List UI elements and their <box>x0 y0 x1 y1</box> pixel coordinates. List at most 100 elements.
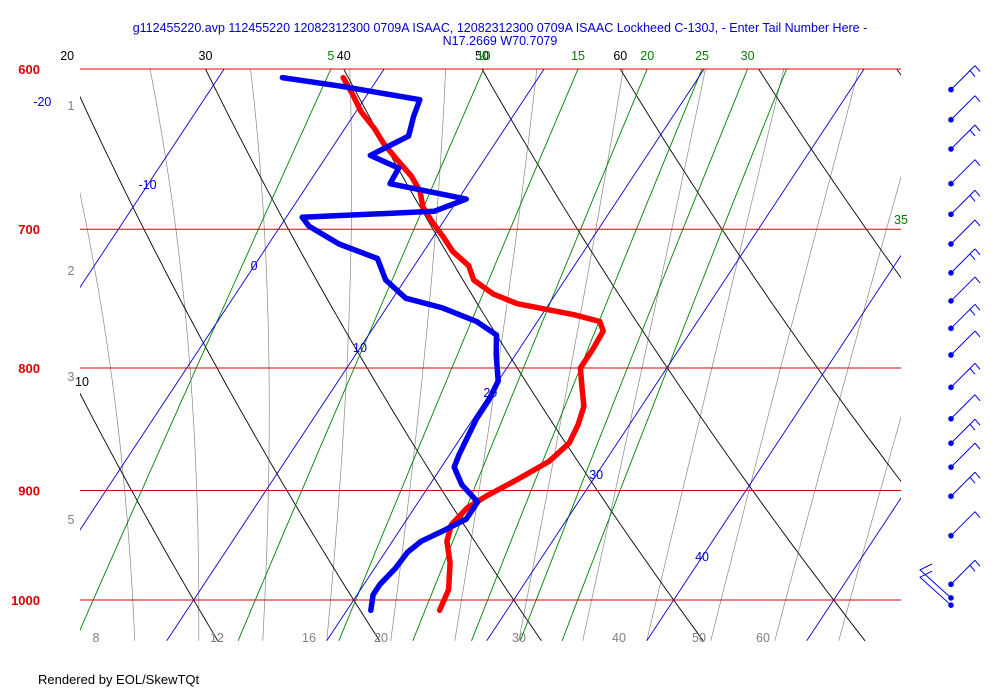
mixing-ratio-label: 20 <box>640 49 654 63</box>
chart-title-line1: g112455220.avp 112455220 12082312300 070… <box>133 21 868 35</box>
dry-adiabat-label: 40 <box>337 49 351 63</box>
dewpoint-profile-line <box>279 74 501 614</box>
wind-barb-feather <box>969 194 976 202</box>
wind-barb-staff <box>950 65 976 90</box>
wind-barb-feather <box>969 564 976 572</box>
wind-barb-staff <box>919 570 952 606</box>
wind-barb <box>948 248 981 276</box>
isotherm-line <box>646 254 901 642</box>
wind-barb <box>948 189 981 218</box>
dry-adiabat-line <box>0 34 56 641</box>
wind-barb <box>919 563 954 601</box>
wind-barb <box>948 394 981 422</box>
moist-adiabat-line <box>149 69 200 641</box>
mixing-ratio-label: 10 <box>477 49 491 63</box>
moist-adiabat-label: 16 <box>302 631 316 645</box>
grid-labels: 600 700 800 900 1000 -20 -10 0 10 20 30 40 20 30 40 50 6… <box>11 49 908 645</box>
wind-barb-staff <box>950 559 976 585</box>
wind-barb <box>948 330 981 358</box>
isotherm-label: 10 <box>353 341 367 355</box>
wind-barb-feather <box>974 330 981 338</box>
wind-barb-staff <box>950 511 976 537</box>
moist-adiabat-label: 30 <box>512 631 526 645</box>
moist-adiabat-line <box>0 0 7 641</box>
wind-barb <box>948 95 981 123</box>
moist-adiabat-line <box>582 69 706 641</box>
isotherm-label: 0 <box>251 259 258 273</box>
moist-adiabat-label: 12 <box>210 631 224 645</box>
wind-barb-feather <box>974 219 981 227</box>
moist-adiabat-line <box>967 0 1000 641</box>
dry-adiabat-line <box>481 69 866 642</box>
wind-barb-feather <box>969 368 976 375</box>
wind-barb-feather <box>974 559 981 567</box>
height-label: 1 <box>68 99 75 113</box>
wind-barb-feather <box>974 124 981 132</box>
wind-barb-feather <box>974 303 981 311</box>
wind-barb-feather <box>974 511 981 519</box>
footer-credit: Rendered by EOL/SkewTQt <box>38 672 200 687</box>
wind-barb <box>948 65 981 93</box>
dry-adiabat-line <box>896 69 901 76</box>
isotherm-line <box>486 69 865 642</box>
moist-adiabat-label: 8 <box>93 631 100 645</box>
wind-barb-staff <box>950 442 976 468</box>
wind-barb-staff <box>950 95 976 121</box>
moist-adiabat-line <box>518 69 624 641</box>
isobar-label: 700 <box>18 222 40 237</box>
wind-barb-feather <box>974 471 981 479</box>
moist-adiabat-line <box>903 0 1000 641</box>
wind-barb <box>948 418 981 447</box>
wind-barb-staff <box>950 219 976 245</box>
wind-barb-feather <box>974 189 981 197</box>
wind-barb-feather <box>974 363 981 370</box>
dry-adiabat-line <box>758 69 901 279</box>
moist-adiabat-line <box>646 69 785 641</box>
mixing-ratio-line <box>471 69 703 641</box>
wind-barbs <box>919 65 981 608</box>
wind-barb-feather <box>974 159 981 167</box>
wind-barb-staff <box>950 159 976 185</box>
moist-adiabat-label: 20 <box>374 631 388 645</box>
wind-barb-feather <box>969 423 976 431</box>
height-label: 5 <box>68 513 75 527</box>
dry-adiabat-label: 10 <box>75 375 89 389</box>
wind-barb-feather <box>969 253 976 261</box>
wind-barb-staff <box>950 276 976 302</box>
wind-barb-staff <box>950 248 976 274</box>
wind-barb-staff <box>950 124 976 150</box>
wind-barb-feather <box>969 308 976 316</box>
moist-adiabat-label: 50 <box>692 631 706 645</box>
isotherm-label: -20 <box>33 95 51 109</box>
wind-barb-feather <box>969 70 976 77</box>
wind-barb <box>948 511 981 539</box>
wind-barb-staff <box>950 418 976 444</box>
wind-barb-staff <box>950 189 976 215</box>
isobar-label: 800 <box>18 361 40 376</box>
wind-barb-feather <box>974 95 981 103</box>
isotherm-line <box>326 69 705 642</box>
mixing-ratio-line <box>519 69 749 641</box>
mixing-ratio-label: 5 <box>327 49 334 63</box>
dry-adiabat-line <box>619 69 901 483</box>
height-label: 2 <box>68 264 75 278</box>
isotherm-label: 30 <box>589 468 603 482</box>
dry-adiabat-label: 30 <box>199 49 213 63</box>
isotherm-label: -10 <box>139 178 157 192</box>
height-label: 3 <box>68 370 75 384</box>
wind-barb-feather <box>974 65 981 72</box>
isotherm-label: 20 <box>483 386 497 400</box>
moist-adiabat-line <box>250 69 270 641</box>
wind-barb <box>948 442 981 470</box>
grid-lines <box>0 0 1000 642</box>
mixing-ratio-line <box>338 69 579 641</box>
isotherm-line <box>166 69 545 642</box>
wind-barb <box>948 471 981 500</box>
wind-barb-feather <box>974 394 981 402</box>
isobar-label: 900 <box>18 483 40 498</box>
wind-barb-feather <box>974 276 981 284</box>
mixing-ratio-label: 15 <box>571 49 585 63</box>
wind-barb <box>948 303 981 332</box>
wind-barb-staff <box>950 394 976 420</box>
